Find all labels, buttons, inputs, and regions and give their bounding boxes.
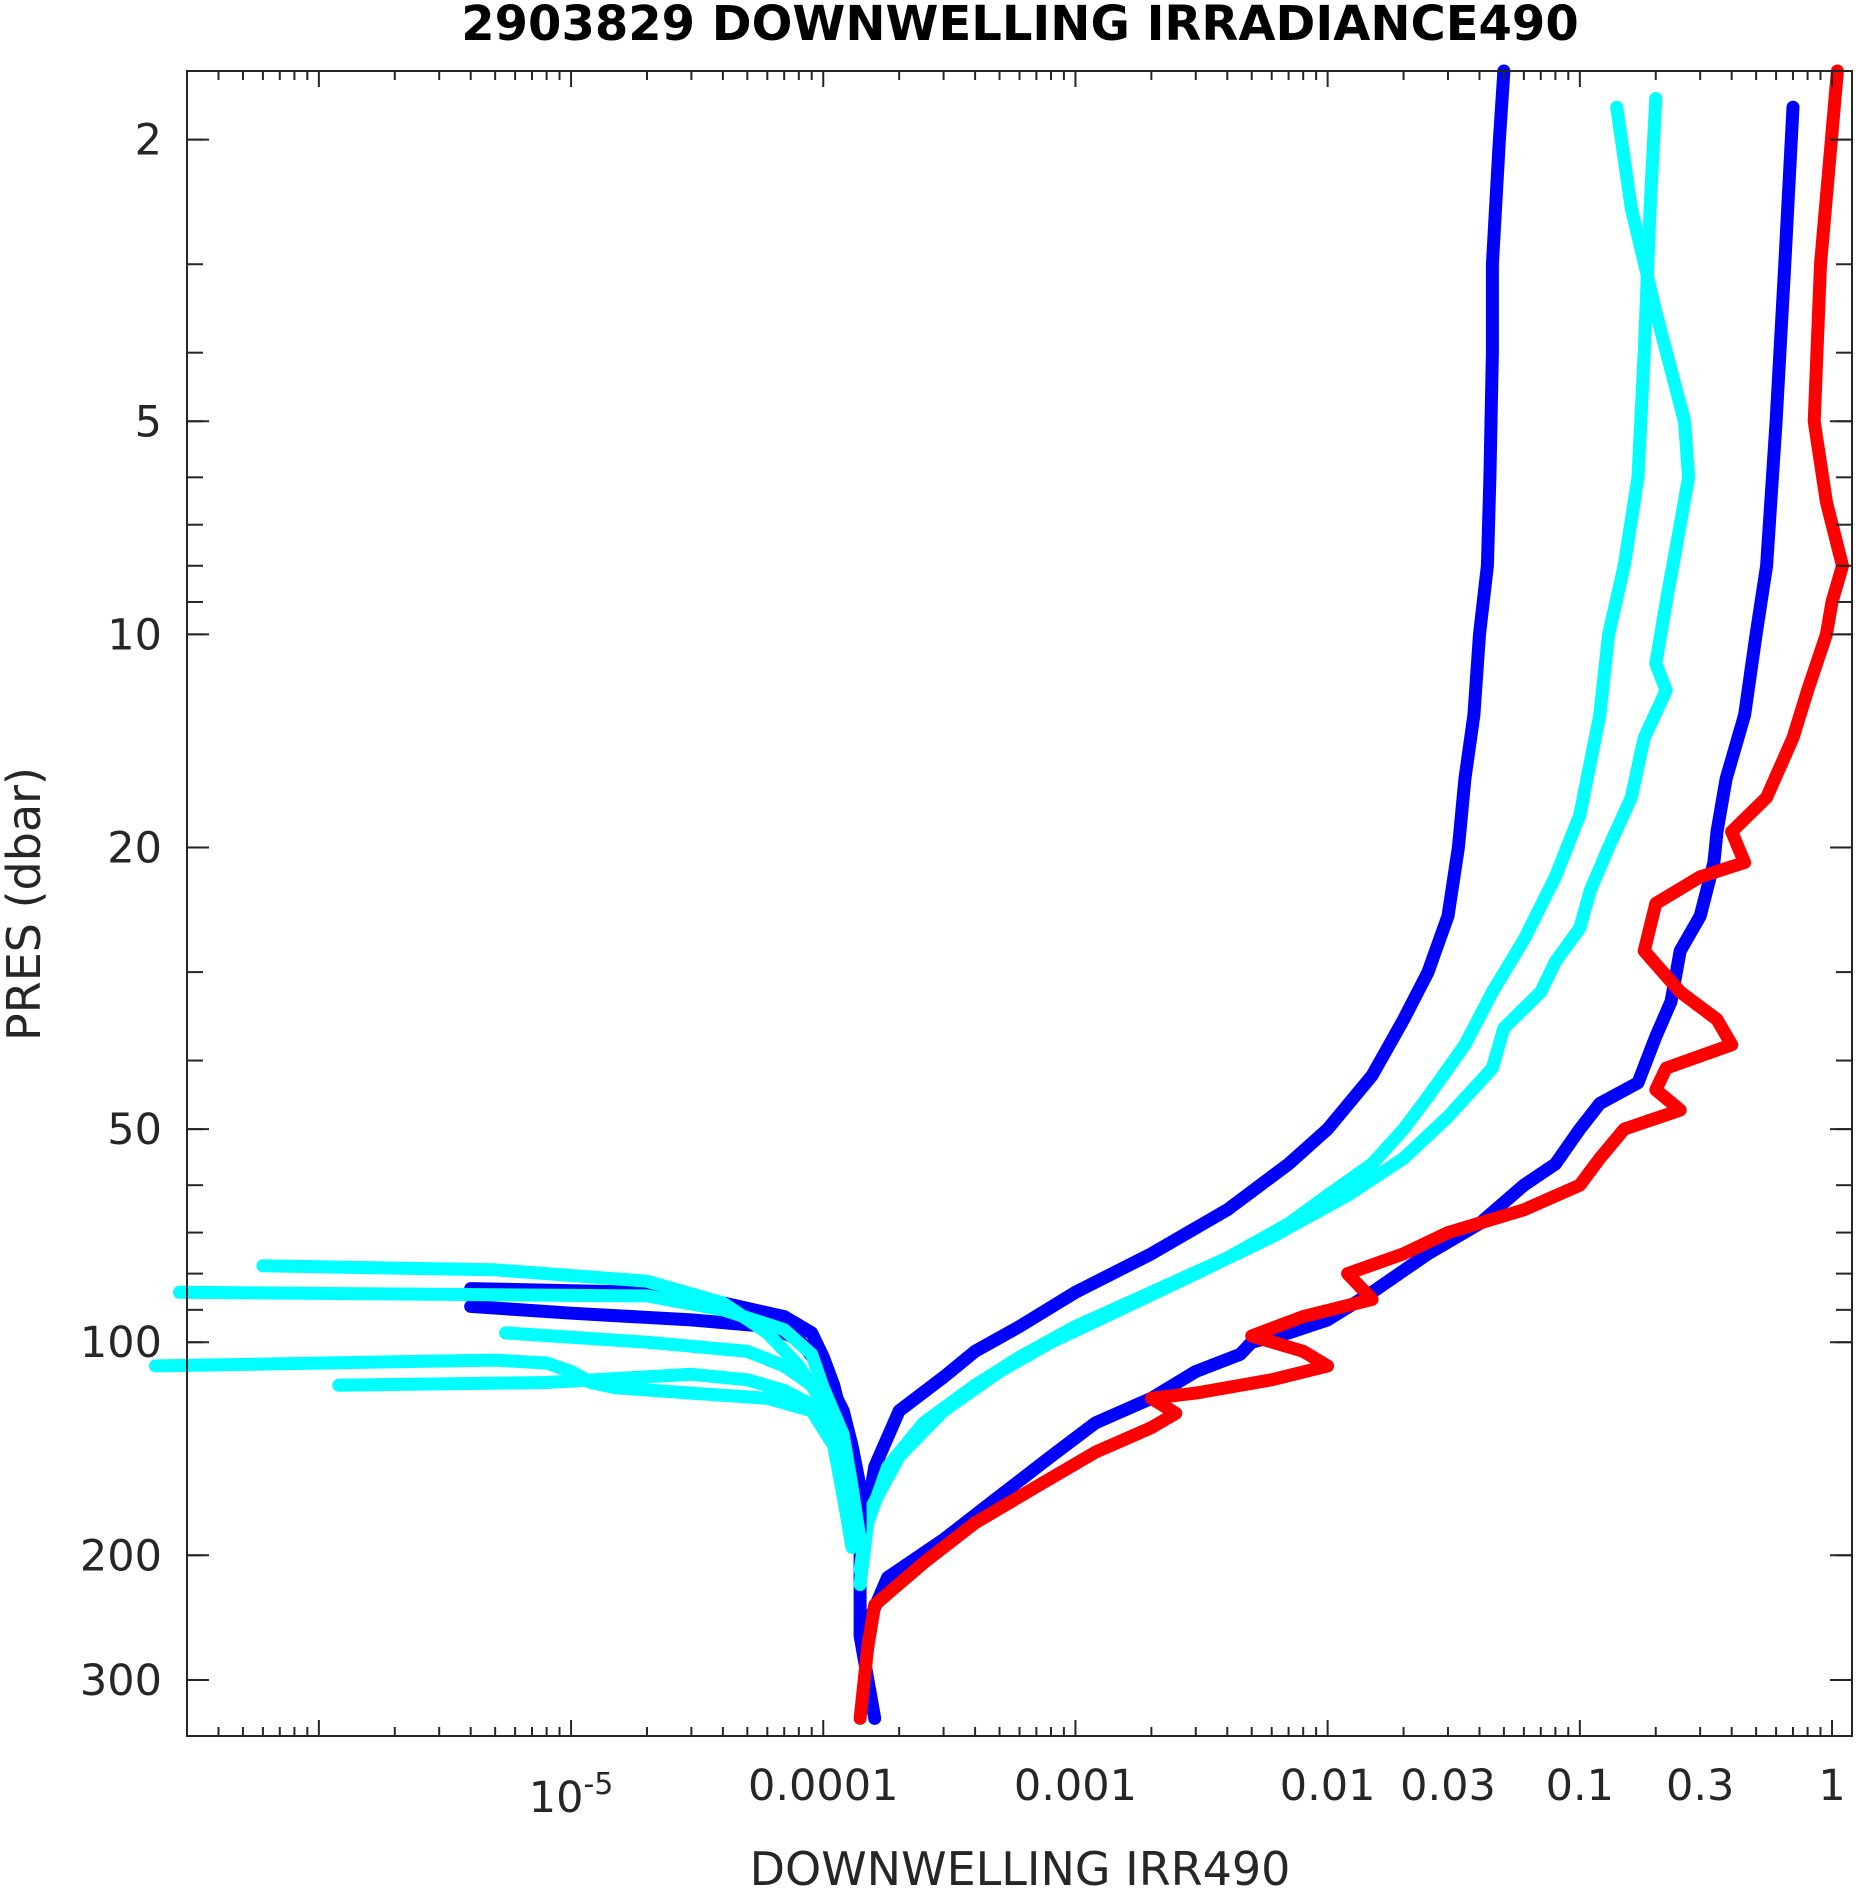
series-line-2 xyxy=(861,100,1800,1631)
y-tick-label: 200 xyxy=(80,1531,162,1581)
series-layer xyxy=(149,64,1849,1725)
y-tick-label: 50 xyxy=(107,1105,162,1155)
y-tick-label: 100 xyxy=(80,1318,162,1368)
series-line-5 xyxy=(853,64,1849,1725)
y-tick-label: 2 xyxy=(135,116,162,166)
x-tick-label: 10-5 xyxy=(529,1767,614,1823)
y-tick-label: 20 xyxy=(107,823,162,873)
y-axis-label: PRES (dbar) xyxy=(0,767,51,1041)
x-tick-label: 0.03 xyxy=(1400,1761,1496,1811)
x-tick-label: 0.01 xyxy=(1280,1761,1376,1811)
y-tick-label: 10 xyxy=(107,610,162,660)
series-line-11 xyxy=(332,1367,850,1484)
x-tick-label: 0.0001 xyxy=(748,1761,898,1811)
x-tick-label: 0.001 xyxy=(1014,1761,1137,1811)
ticks-layer xyxy=(186,71,1852,1736)
chart-title: 2903829 DOWNWELLING IRRADIANCE490 xyxy=(461,0,1578,52)
x-tick-label: 0.1 xyxy=(1546,1761,1614,1811)
x-tick-label: 0.3 xyxy=(1666,1761,1734,1811)
series-line-3 xyxy=(853,92,1663,1592)
y-tick-label: 5 xyxy=(135,397,162,447)
series-line-12 xyxy=(499,1326,850,1474)
x-axis-label: DOWNWELLING IRR490 xyxy=(750,1842,1291,1896)
tick-labels-layer: 10-5 0.0001 0.001 0.01 0.03 0.1 0.3 1 2 5 10 20 50 10… xyxy=(80,116,1846,1823)
x-tick-label: 1 xyxy=(1818,1761,1845,1811)
y-tick-label: 300 xyxy=(80,1656,162,1706)
series-line-4 xyxy=(853,100,1696,1577)
series-line-1 xyxy=(853,64,1511,1725)
